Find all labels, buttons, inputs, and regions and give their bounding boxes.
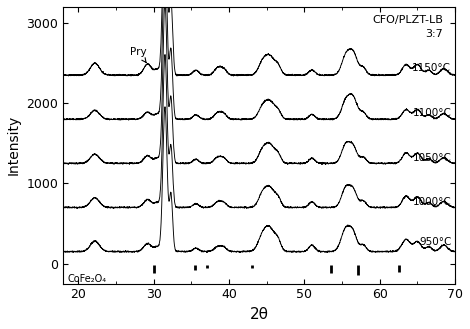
Text: 1000°C: 1000°C xyxy=(413,197,451,207)
Text: 950°C: 950°C xyxy=(419,237,451,247)
Text: 1150°C: 1150°C xyxy=(412,63,451,73)
Y-axis label: Intensity: Intensity xyxy=(7,115,21,175)
Text: CoFe₂O₄: CoFe₂O₄ xyxy=(67,274,106,284)
Text: 1050°C: 1050°C xyxy=(412,153,451,163)
Text: CFO/PLZT-LB
3:7: CFO/PLZT-LB 3:7 xyxy=(372,15,443,39)
Text: Pry: Pry xyxy=(130,47,147,63)
Text: 1100°C: 1100°C xyxy=(412,109,451,118)
X-axis label: 2θ: 2θ xyxy=(250,307,269,322)
